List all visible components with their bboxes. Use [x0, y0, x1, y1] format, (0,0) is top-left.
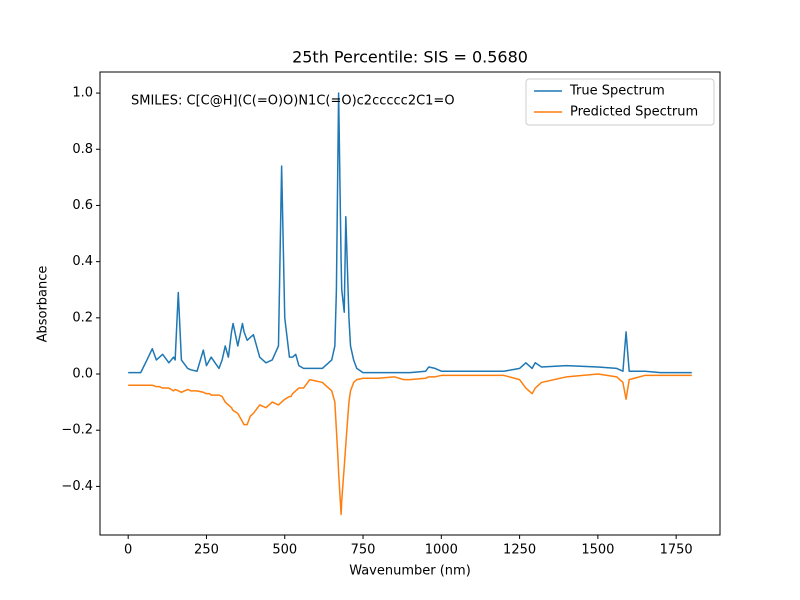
- x-tick-label: 250: [194, 543, 219, 558]
- chart-title: 25th Percentile: SIS = 0.5680: [292, 48, 528, 67]
- axes-frame: [99, 71, 721, 536]
- y-tick-label: 0.8: [72, 142, 93, 157]
- y-tick-label: −0.2: [61, 423, 93, 438]
- y-tick-label: 1.0: [72, 86, 93, 101]
- x-tick-label: 750: [351, 543, 376, 558]
- x-tick-label: 500: [272, 543, 297, 558]
- y-tick-label: 0.6: [72, 198, 93, 213]
- series-line: [128, 92, 692, 374]
- x-axis-label: Wavenumber (nm): [349, 564, 471, 579]
- x-tick-label: 1500: [581, 543, 614, 558]
- x-tick-label: 1000: [425, 543, 458, 558]
- legend-box: [525, 78, 715, 126]
- y-tick-label: 0.4: [72, 254, 93, 269]
- y-axis-label: Absorbance: [36, 266, 51, 343]
- y-tick-label: 0.0: [72, 367, 93, 382]
- series-line: [128, 373, 692, 516]
- legend-label: True Spectrum: [569, 84, 665, 99]
- y-tick-label: 0.2: [72, 310, 93, 325]
- x-tick-label: 1750: [660, 543, 693, 558]
- x-tick-label: 0: [124, 543, 132, 558]
- x-tick-label: 1250: [503, 543, 536, 558]
- y-tick-label: −0.4: [61, 479, 93, 494]
- annotation: SMILES: C[C@H](C(=O)O)N1C(=O)c2ccccc2C1=…: [131, 94, 455, 109]
- legend-label: Predicted Spectrum: [570, 105, 698, 120]
